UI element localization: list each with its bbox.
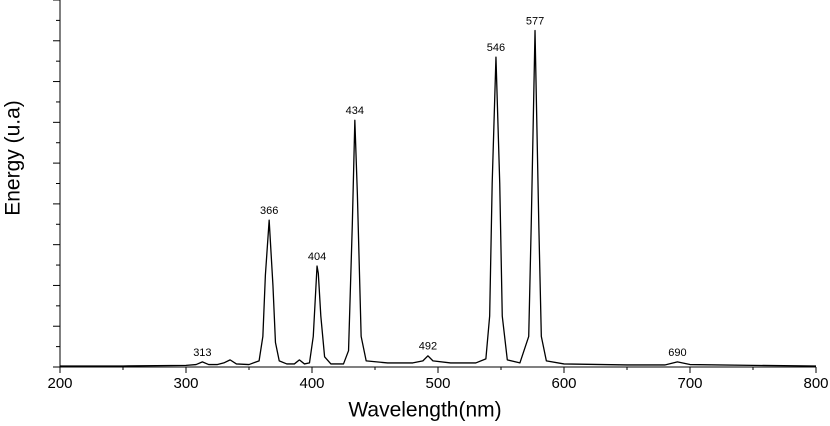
- peak-label: 366: [260, 205, 278, 217]
- x-tick-label: 300: [173, 375, 198, 392]
- x-tick-label: 500: [425, 375, 450, 392]
- x-tick-label: 600: [551, 375, 576, 392]
- x-tick-label: 200: [47, 375, 72, 392]
- x-tick-label: 800: [803, 375, 828, 392]
- peak-label: 690: [668, 347, 686, 359]
- x-tick-label: 700: [677, 375, 702, 392]
- peak-label: 577: [526, 15, 544, 27]
- peak-label: 546: [487, 42, 505, 54]
- x-tick-label: 400: [299, 375, 324, 392]
- peak-label: 434: [346, 105, 364, 117]
- peak-label: 313: [193, 347, 211, 359]
- x-axis-title: Wavelength(nm): [348, 399, 501, 422]
- y-axis-title: Energy (u.a): [2, 100, 25, 216]
- peak-label: 404: [308, 251, 326, 263]
- peak-label: 492: [419, 341, 437, 353]
- spectrum-line: [60, 29, 817, 367]
